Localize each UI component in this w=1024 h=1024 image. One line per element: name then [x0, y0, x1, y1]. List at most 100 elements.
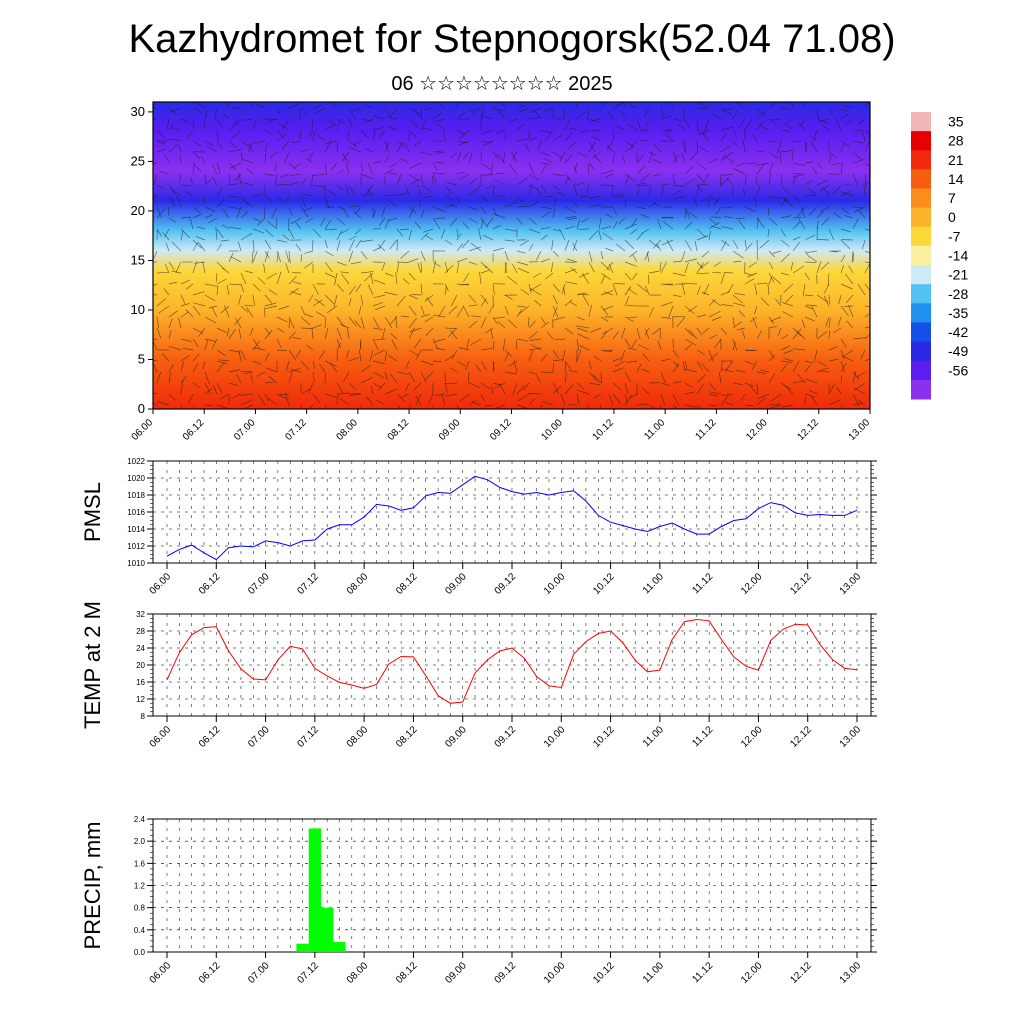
wind-stroke — [665, 129, 674, 133]
wind-stroke — [304, 261, 314, 269]
wind-stroke — [492, 362, 495, 373]
wind-stroke — [628, 347, 638, 351]
wind-stroke — [543, 107, 554, 112]
wind-stroke — [480, 206, 487, 215]
wind-stroke — [804, 194, 817, 197]
wind-stroke — [252, 294, 255, 306]
wind-stroke — [804, 140, 807, 152]
wind-stroke — [432, 162, 438, 171]
wind-stroke — [574, 162, 578, 172]
wind-stroke — [616, 125, 626, 131]
wind-stroke — [378, 217, 386, 227]
wind-stroke — [444, 286, 447, 296]
wind-stroke — [576, 389, 590, 395]
wind-stroke — [732, 342, 736, 351]
wind-stroke — [756, 282, 768, 285]
wind-stroke — [708, 393, 718, 397]
wind-stroke — [811, 396, 818, 406]
wind-stroke — [841, 355, 854, 362]
wind-stroke — [519, 305, 530, 315]
x-tick-label: 08.00 — [345, 571, 371, 597]
wind-stroke — [736, 162, 746, 167]
wind-stroke — [480, 298, 487, 307]
x-tick-label: 11.12 — [690, 571, 715, 596]
wind-stroke — [324, 140, 332, 153]
wind-stroke — [713, 261, 722, 267]
wind-stroke — [300, 316, 311, 326]
wind-stroke — [336, 118, 341, 131]
wind-stroke — [372, 316, 380, 329]
wind-stroke — [216, 261, 226, 271]
wind-stroke — [540, 164, 547, 175]
wind-stroke — [264, 302, 276, 307]
wind-stroke — [698, 129, 710, 136]
wind-stroke — [276, 349, 287, 351]
wind-stroke — [573, 165, 578, 175]
wind-stroke — [828, 383, 836, 395]
wind-stroke — [279, 393, 290, 395]
wind-stroke — [721, 107, 734, 112]
wind-stroke — [589, 195, 602, 199]
wind-stroke — [523, 382, 530, 391]
x-tick-label: 09.00 — [437, 417, 463, 443]
wind-stroke — [405, 360, 410, 370]
wind-stroke — [400, 250, 410, 259]
wind-stroke — [696, 129, 706, 136]
colorbar-swatch — [911, 207, 931, 228]
wind-stroke — [336, 338, 341, 349]
wind-stroke — [408, 129, 417, 138]
wind-stroke — [804, 294, 814, 297]
x-tick-label: 06.00 — [148, 571, 174, 597]
wind-stroke — [203, 119, 206, 131]
wind-stroke — [265, 118, 278, 123]
wind-stroke — [298, 107, 302, 120]
wind-stroke — [804, 161, 814, 164]
wind-stroke — [576, 382, 585, 391]
wind-stroke — [290, 291, 302, 296]
wind-stroke — [257, 277, 266, 285]
wind-stroke — [504, 371, 517, 375]
wind-stroke — [780, 173, 783, 185]
wind-stroke — [793, 348, 806, 351]
wind-stroke — [566, 258, 578, 263]
wind-stroke — [629, 393, 638, 399]
wind-stroke — [204, 110, 208, 120]
wind-stroke — [840, 191, 854, 197]
wind-stroke — [355, 283, 362, 293]
wind-stroke — [370, 273, 374, 285]
wind-stroke — [195, 236, 206, 241]
wind-stroke — [373, 349, 386, 356]
wind-stroke — [648, 404, 657, 409]
wind-stroke — [324, 272, 336, 278]
wind-stroke — [462, 305, 470, 318]
wind-stroke — [602, 232, 614, 241]
wind-stroke — [244, 270, 254, 274]
wind-stroke — [660, 107, 664, 118]
wind-stroke — [804, 250, 810, 258]
wind-stroke — [372, 327, 384, 331]
wind-stroke — [468, 382, 480, 389]
wind-stroke — [864, 129, 870, 136]
wind-stroke — [564, 360, 571, 369]
wind-stroke — [240, 393, 254, 396]
wind-stroke — [324, 261, 333, 273]
wind-stroke — [863, 183, 866, 197]
wind-stroke — [308, 129, 314, 139]
wind-stroke — [192, 382, 201, 389]
wind-stroke — [444, 327, 456, 329]
wind-stroke — [285, 360, 290, 371]
wind-stroke — [840, 404, 844, 409]
wind-stroke — [420, 107, 423, 121]
wind-stroke — [710, 225, 722, 230]
wind-stroke — [754, 305, 758, 315]
wind-stroke — [252, 239, 255, 252]
wind-stroke — [564, 154, 573, 164]
colorbar-label: 14 — [948, 171, 964, 187]
wind-stroke — [582, 294, 590, 307]
wind-stroke — [552, 198, 557, 208]
wind-stroke — [300, 388, 310, 395]
wind-stroke — [684, 368, 698, 373]
wind-stroke — [384, 194, 396, 197]
wind-stroke — [837, 316, 842, 327]
wind-stroke — [370, 385, 374, 395]
